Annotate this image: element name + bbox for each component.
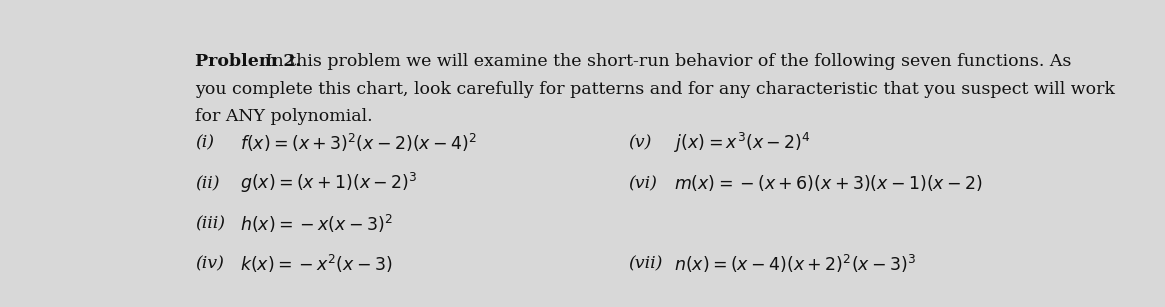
Text: you complete this chart, look carefully for patterns and for any characteristic : you complete this chart, look carefully …: [196, 80, 1115, 98]
Text: $n(x) = (x-4)(x+2)^2(x-3)^3$: $n(x) = (x-4)(x+2)^2(x-3)^3$: [673, 253, 916, 275]
Text: $g(x) = (x+1)(x-2)^3$: $g(x) = (x+1)(x-2)^3$: [240, 171, 418, 196]
Text: In this problem we will examine the short-run behavior of the following seven fu: In this problem we will examine the shor…: [260, 53, 1072, 70]
Text: $h(x) = -x(x-3)^2$: $h(x) = -x(x-3)^2$: [240, 212, 393, 235]
Text: $f(x) = (x+3)^2(x-2)(x-4)^2$: $f(x) = (x+3)^2(x-2)(x-4)^2$: [240, 132, 478, 154]
Text: $k(x) = -x^2(x-3)$: $k(x) = -x^2(x-3)$: [240, 253, 393, 275]
Text: (i): (i): [196, 135, 214, 152]
Text: (v): (v): [629, 135, 652, 152]
Text: Problem 2.: Problem 2.: [196, 53, 302, 70]
Text: (iv): (iv): [196, 255, 224, 272]
Text: (ii): (ii): [196, 175, 220, 192]
Text: (iii): (iii): [196, 215, 225, 232]
Text: for ANY polynomial.: for ANY polynomial.: [196, 108, 373, 125]
Text: $m(x) = -(x+6)(x+3)(x-1)(x-2)$: $m(x) = -(x+6)(x+3)(x-1)(x-2)$: [673, 173, 982, 193]
Text: (vii): (vii): [629, 255, 663, 272]
Text: (vi): (vi): [629, 175, 657, 192]
Text: $j(x) = x^3(x-2)^4$: $j(x) = x^3(x-2)^4$: [673, 131, 811, 155]
